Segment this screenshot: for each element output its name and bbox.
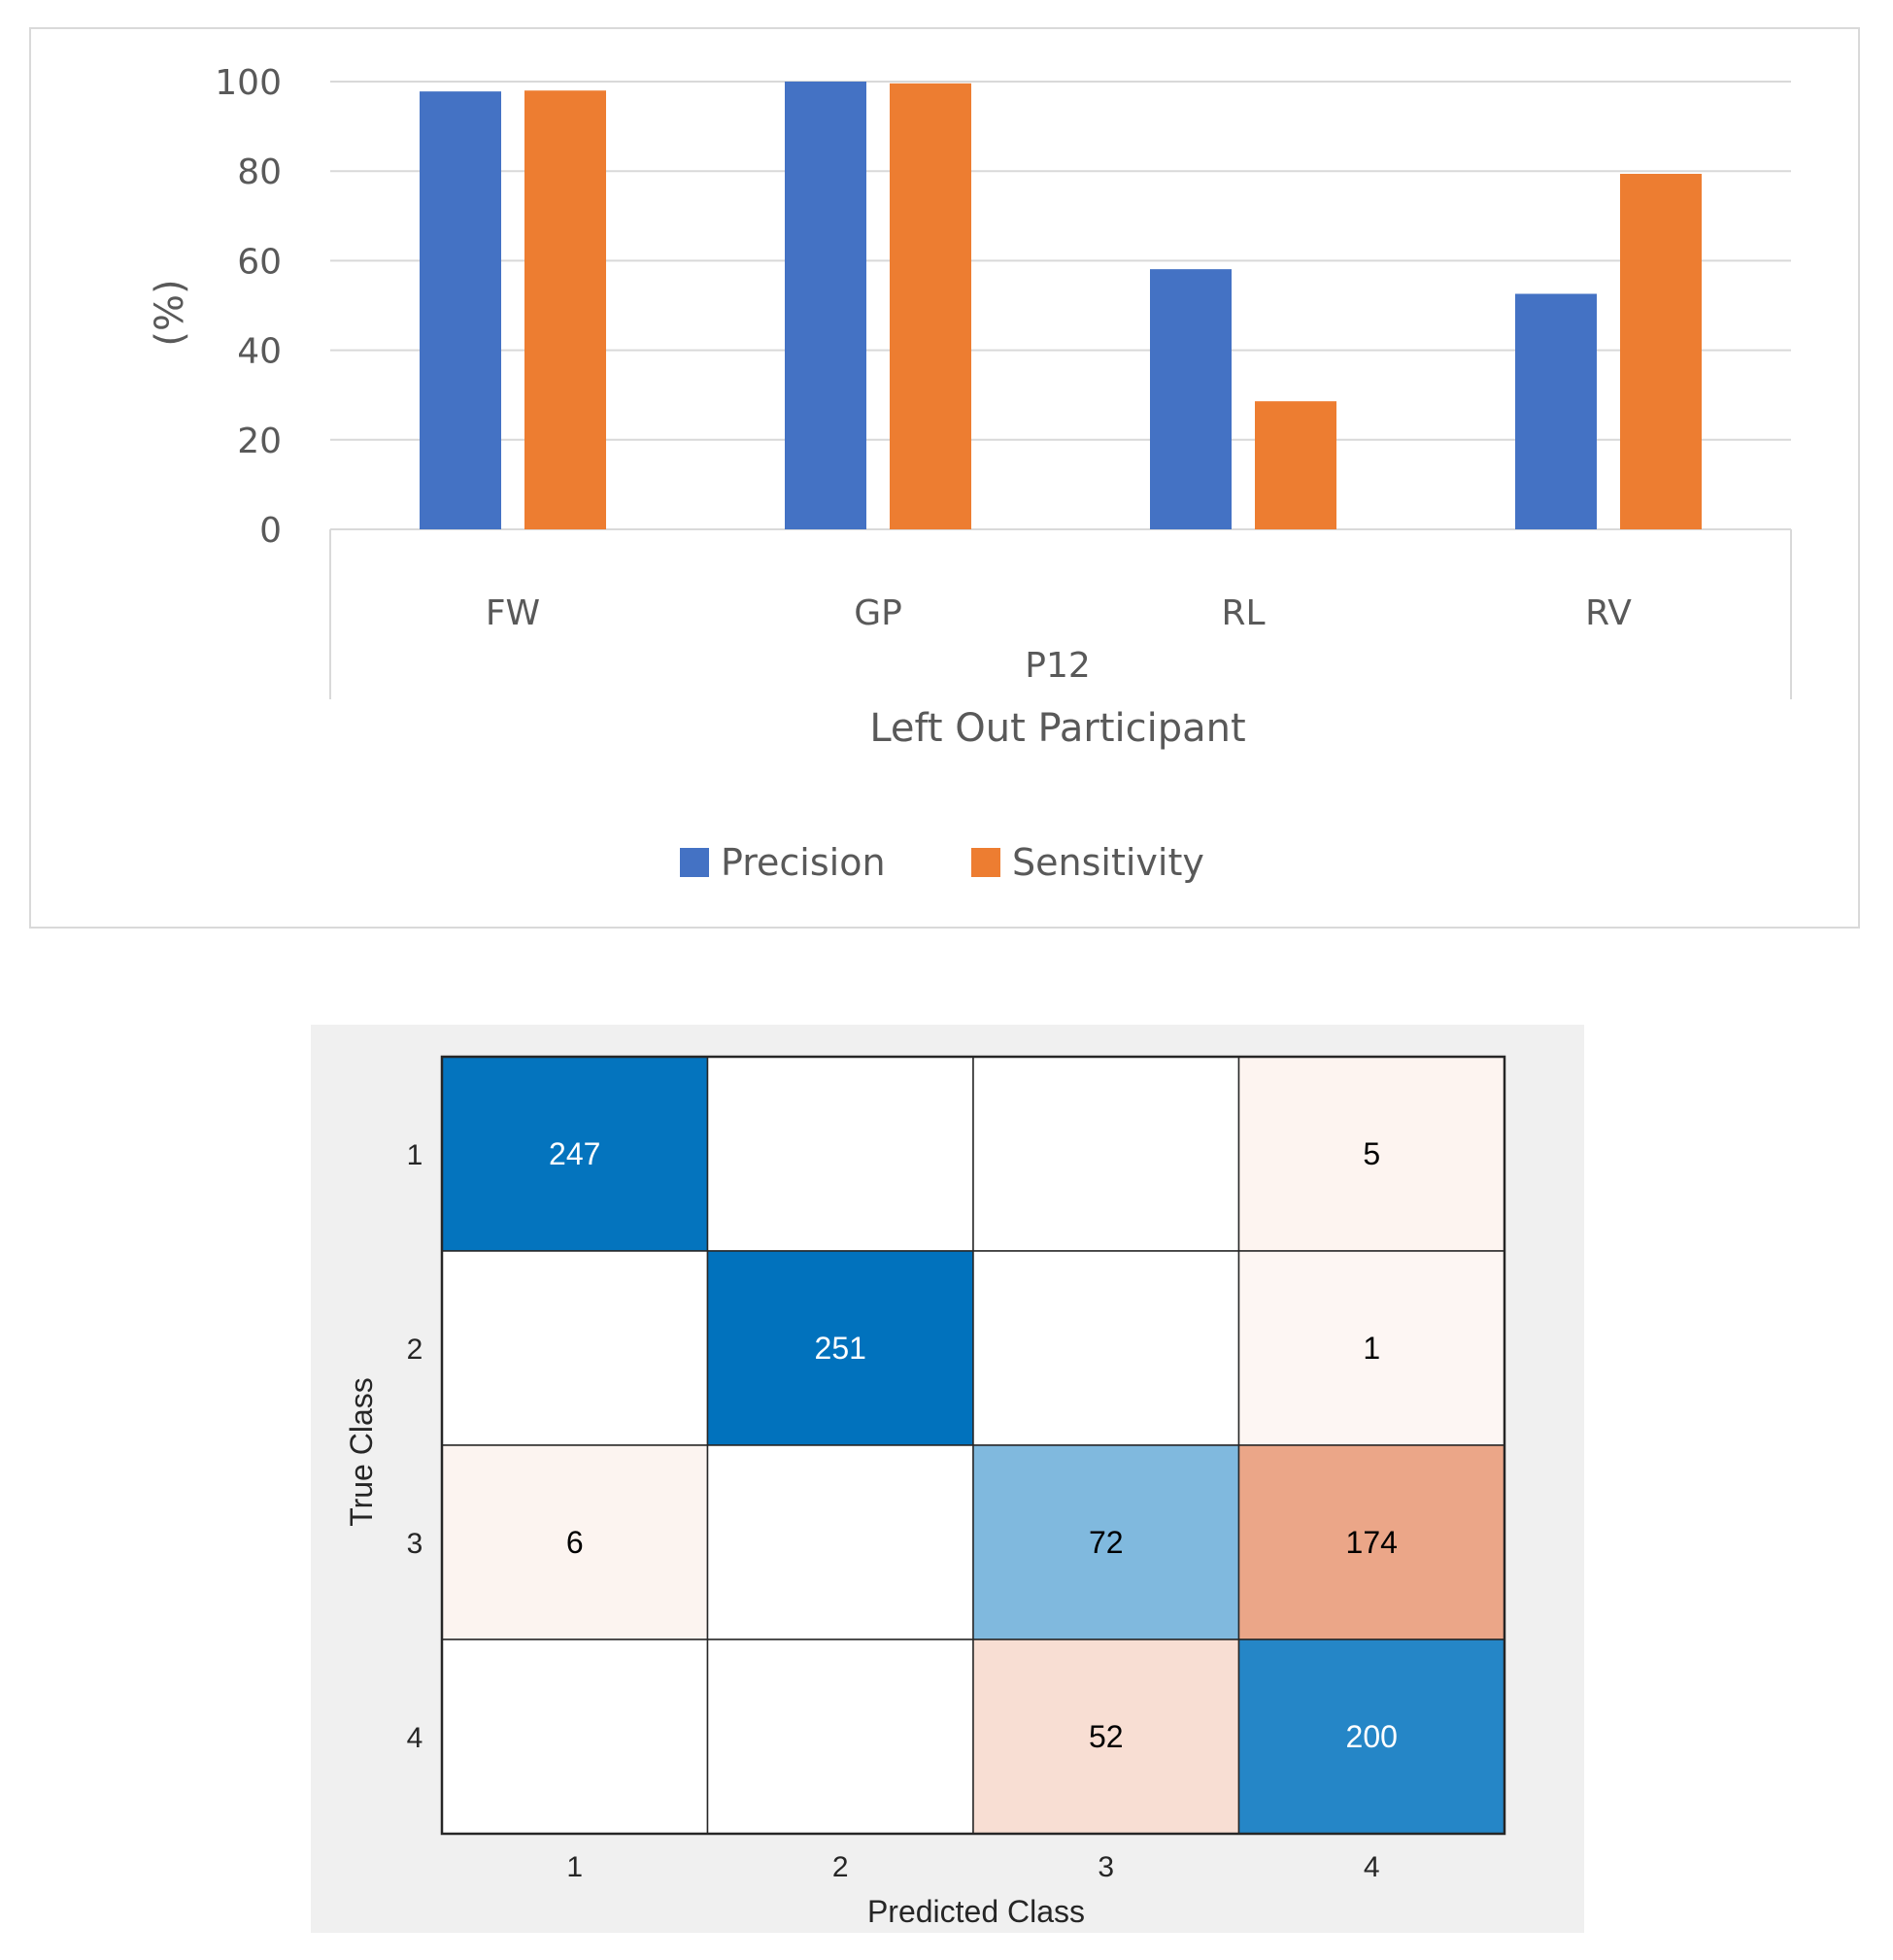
legend: Precision Sensitivity (680, 841, 1204, 884)
matrix-cell (1237, 1250, 1505, 1446)
y-axis-title: (%) (148, 279, 192, 346)
bar-chart-panel: 0 20 40 60 80 100 FW GP RL RV (%) P12 Left Out P… (29, 27, 1860, 929)
bar-sensitivity-fw (524, 90, 606, 529)
matrix-cell-value: 52 (1089, 1719, 1124, 1754)
bar-precision-gp (785, 82, 866, 529)
x-axis-title: Predicted Class (867, 1894, 1085, 1929)
y-tick-label: 40 (237, 332, 282, 372)
x-tick-label: 3 (1098, 1851, 1114, 1883)
matrix-cell (972, 1444, 1240, 1640)
y-tick-label: 80 (237, 152, 282, 192)
y-tick-label: 3 (407, 1528, 423, 1560)
matrix-cell (441, 1056, 709, 1252)
matrix-cell-value: 200 (1346, 1719, 1398, 1754)
legend-swatch-sensitivity (971, 848, 1000, 877)
y-tick-label: 0 (259, 511, 282, 551)
matrix-border (440, 1055, 1506, 1836)
group-label: P12 (1025, 646, 1091, 686)
x-category-label: FW (486, 593, 540, 633)
bar-precision-fw (420, 91, 501, 529)
x-axis-title: Left Out Participant (869, 706, 1245, 751)
matrix-cell (1237, 1056, 1505, 1252)
legend-label-sensitivity: Sensitivity (1012, 841, 1204, 884)
x-tick-label: 2 (832, 1851, 849, 1883)
matrix-cell (972, 1056, 1240, 1252)
matrix-cell (441, 1639, 709, 1835)
bar-sensitivity-gp (890, 83, 971, 530)
legend-label-precision: Precision (721, 841, 886, 884)
y-tick-label: 2 (407, 1334, 423, 1366)
confusion-matrix-panel: 247 5 251 1 6 72 174 52 200 1 2 3 4 1 2 3 4 Predicted C… (311, 1025, 1584, 1933)
y-axis-title: True Class (344, 1377, 379, 1527)
x-tick-label: 1 (566, 1851, 583, 1883)
legend-swatch-precision (680, 848, 709, 877)
matrix-cell (441, 1250, 709, 1446)
y-tick-label: 20 (237, 422, 282, 461)
y-tick-label: 60 (237, 242, 282, 282)
matrix-cell (706, 1639, 974, 1835)
matrix-cell-value: 174 (1346, 1525, 1398, 1560)
x-category-label: RV (1585, 593, 1632, 633)
y-tick-label: 100 (215, 63, 282, 103)
matrix-cell (1237, 1639, 1505, 1835)
matrix-cell-value: 6 (566, 1525, 584, 1560)
bar-precision-rv (1515, 293, 1597, 529)
matrix-cell (706, 1056, 974, 1252)
matrix-cell-value: 1 (1363, 1331, 1380, 1366)
matrix-cell (1237, 1444, 1505, 1640)
matrix-cell (706, 1250, 974, 1446)
bar-chart: 0 20 40 60 80 100 FW GP RL RV (%) P12 Left Out P… (148, 63, 1792, 884)
x-category-label: GP (854, 593, 902, 633)
confusion-matrix: 247 5 251 1 6 72 174 52 200 1 2 3 4 1 2 3 4 Predicted C… (344, 1055, 1506, 1929)
y-tick-label: 1 (407, 1139, 423, 1171)
matrix-cell (441, 1444, 709, 1640)
matrix-cell (706, 1444, 974, 1640)
matrix-cell-value: 251 (815, 1331, 866, 1366)
x-tick-label: 4 (1364, 1851, 1380, 1883)
matrix-cell-value: 247 (549, 1136, 600, 1171)
bar-sensitivity-rl (1255, 401, 1336, 529)
matrix-cell-value: 72 (1089, 1525, 1124, 1560)
x-category-label: RL (1221, 593, 1265, 633)
y-tick-label: 4 (407, 1722, 423, 1754)
bar-precision-rl (1150, 269, 1232, 529)
matrix-cell-value: 5 (1363, 1136, 1380, 1171)
bar-sensitivity-rv (1620, 173, 1702, 529)
matrix-cell (972, 1250, 1240, 1446)
